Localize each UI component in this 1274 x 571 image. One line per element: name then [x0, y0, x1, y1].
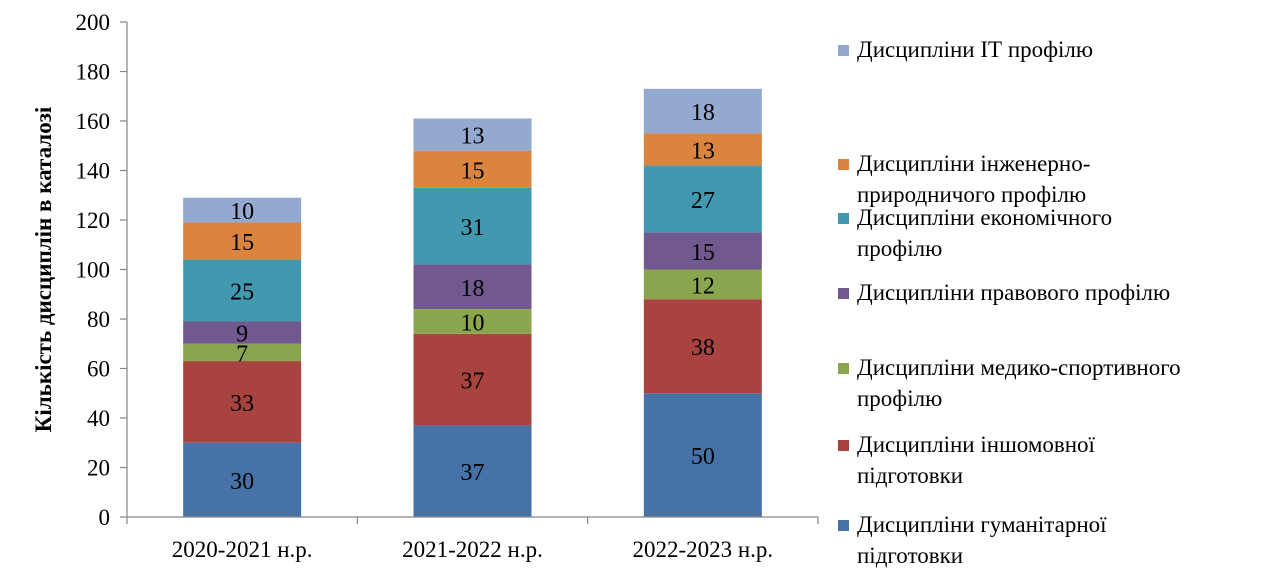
legend-swatch [838, 288, 849, 299]
bar-segment [183, 321, 302, 344]
data-label: 18 [461, 276, 485, 302]
data-label: 33 [230, 391, 254, 417]
legend-label-line: Дисципліни гуманітарної [857, 512, 1107, 537]
bar-segment [643, 393, 762, 517]
y-tick-label: 40 [87, 406, 110, 431]
data-label: 30 [230, 469, 254, 495]
y-tick-label: 0 [99, 505, 111, 530]
legend-swatch [838, 213, 849, 224]
data-label: 37 [461, 369, 485, 395]
bar-segment [183, 197, 302, 223]
y-tick-label: 120 [76, 208, 111, 233]
legend-label: Дисципліни правового профілю [857, 277, 1267, 308]
legend-label-line: Дисципліни правового профілю [857, 280, 1171, 305]
y-tick-label: 200 [76, 10, 111, 35]
y-tick-label: 160 [76, 109, 111, 134]
legend-label: Дисципліни ІТ профілю [857, 34, 1267, 65]
legend-swatch [838, 363, 849, 374]
bar-segment [643, 165, 762, 233]
data-label: 27 [691, 188, 715, 214]
legend-label: Дисципліни інженерно-природничого профіл… [857, 148, 1267, 210]
bar-segment [183, 361, 302, 443]
legend-label: Дисципліни економічного профілю [857, 202, 1267, 264]
legend-label-line: Дисципліни економічного [857, 205, 1113, 230]
data-label: 12 [691, 273, 715, 299]
bar-segment [413, 309, 532, 334]
data-label: 7 [236, 341, 248, 367]
data-label: 18 [691, 100, 715, 126]
legend-label-line: Дисципліни інженерно- [857, 151, 1091, 176]
data-label: 13 [461, 124, 485, 150]
bar-segment [643, 88, 762, 134]
legend-label-line: Дисципліни медико-спортивного [857, 355, 1181, 380]
data-label: 38 [691, 335, 715, 361]
data-label: 31 [461, 215, 485, 241]
x-tick-label: 2021-2022 н.р. [402, 537, 543, 562]
legend-swatch [838, 520, 849, 531]
y-tick-label: 100 [76, 258, 111, 283]
legend-swatch [838, 45, 849, 56]
legend-label-line: Дисципліни іншомовної [857, 432, 1095, 457]
bar-segment [183, 259, 302, 322]
y-tick-label: 60 [87, 357, 110, 382]
bar-segment [643, 133, 762, 166]
bar-segment [183, 222, 302, 260]
y-tick-label: 140 [76, 159, 111, 184]
legend-label-line: профілю [857, 386, 943, 411]
bar-segment [643, 299, 762, 394]
data-label: 10 [230, 199, 254, 225]
x-tick-label: 2020-2021 н.р. [172, 537, 313, 562]
bar-segment [413, 187, 532, 265]
y-tick-label: 180 [76, 60, 111, 85]
legend-label-line: підготовки [857, 543, 964, 568]
data-label: 15 [461, 158, 485, 184]
bar-segment [643, 269, 762, 300]
bar-segment [183, 343, 302, 362]
data-label: 50 [691, 444, 715, 470]
bar-segment [413, 150, 532, 188]
bar-segment [413, 333, 532, 426]
data-label: 15 [691, 240, 715, 266]
y-tick-label: 20 [87, 456, 110, 481]
bar-segment [413, 118, 532, 151]
y-tick-label: 80 [87, 307, 110, 332]
data-label: 10 [461, 310, 485, 336]
data-label: 37 [461, 460, 485, 486]
bar-segment [183, 442, 302, 517]
x-tick-label: 2022-2023 н.р. [632, 537, 773, 562]
legend-label: Дисципліни гуманітарної підготовки [857, 509, 1267, 571]
legend-swatch [838, 159, 849, 170]
y-axis-title: Кількість дисциплін в каталозі [31, 106, 56, 432]
bar-segment [413, 264, 532, 310]
legend-label: Дисципліни медико-спортивного профілю [857, 352, 1267, 414]
bar-segment [413, 425, 532, 517]
data-label: 15 [230, 230, 254, 256]
data-label: 9 [236, 322, 248, 348]
legend-label: Дисципліни іншомовної підготовки [857, 429, 1267, 491]
data-label: 25 [230, 280, 254, 306]
bar-segment [643, 232, 762, 270]
legend-label-line: профілю [857, 236, 943, 261]
legend-swatch [838, 440, 849, 451]
data-label: 13 [691, 138, 715, 164]
legend-label-line: Дисципліни ІТ профілю [857, 37, 1094, 62]
legend-label-line: природничого профілю [857, 182, 1087, 207]
legend-label-line: підготовки [857, 463, 964, 488]
